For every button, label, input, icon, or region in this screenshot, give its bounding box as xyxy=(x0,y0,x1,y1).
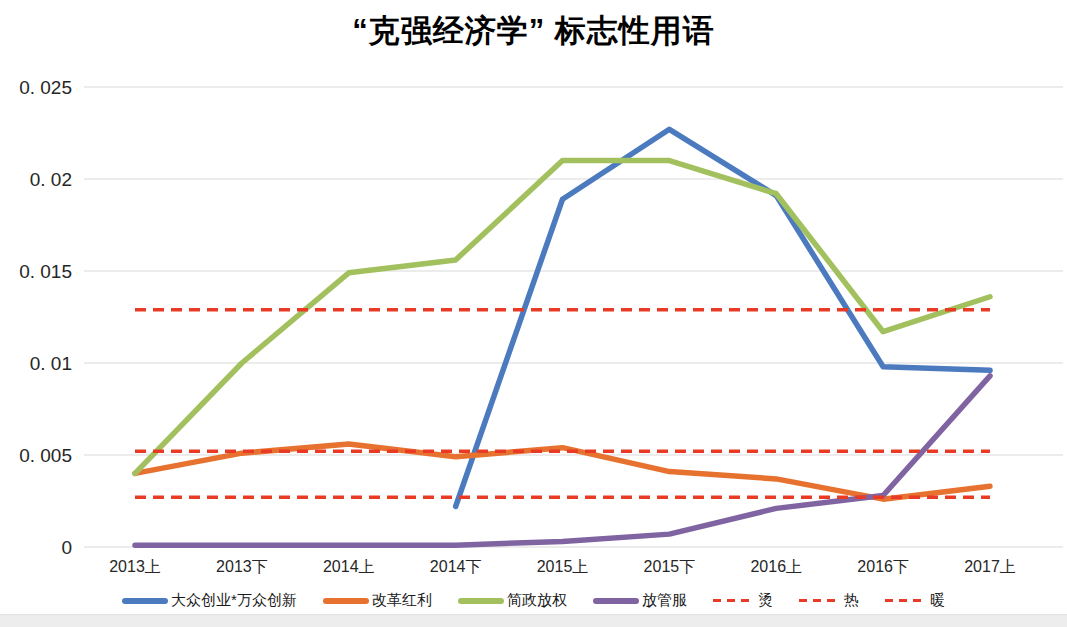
series-line xyxy=(135,376,990,545)
chart-legend: 大众创业*万众创新 改革红利 简政放权 放管服 烫 热 暖 xyxy=(0,591,1067,610)
y-tick-label: 0. 025 xyxy=(19,77,72,98)
legend-item: 改革红利 xyxy=(323,591,432,610)
x-axis-label: 2015上 xyxy=(537,558,589,575)
legend-label: 暖 xyxy=(930,591,945,610)
legend-label: 大众创业*万众创新 xyxy=(171,591,297,610)
legend-label: 改革红利 xyxy=(372,591,432,610)
legend-label: 放管服 xyxy=(642,591,687,610)
legend-line-swatch xyxy=(593,598,639,604)
x-axis-label: 2017上 xyxy=(964,558,1016,575)
x-axis-label: 2016下 xyxy=(857,558,909,575)
x-axis-label: 2013上 xyxy=(109,558,161,575)
legend-label: 热 xyxy=(844,591,859,610)
window-bottom-strip xyxy=(0,614,1067,627)
y-tick-label: 0. 01 xyxy=(30,353,72,374)
legend-label: 简政放权 xyxy=(507,591,567,610)
x-axis-label: 2014下 xyxy=(430,558,482,575)
x-axis-label: 2016上 xyxy=(750,558,802,575)
legend-dashed-line-swatch xyxy=(885,599,927,602)
legend-item: 放管服 xyxy=(593,591,687,610)
legend-line-swatch xyxy=(323,598,369,604)
legend-label: 烫 xyxy=(758,591,773,610)
y-tick-label: 0 xyxy=(61,537,72,558)
x-axis-label: 2013下 xyxy=(216,558,268,575)
y-tick-label: 0. 005 xyxy=(19,445,72,466)
x-axis-label: 2014上 xyxy=(323,558,375,575)
y-tick-label: 0. 015 xyxy=(19,261,72,282)
x-axis-label: 2015下 xyxy=(644,558,696,575)
legend-item: 烫 xyxy=(713,591,773,610)
legend-dashed-line-swatch xyxy=(713,599,755,602)
legend-item: 大众创业*万众创新 xyxy=(122,591,297,610)
legend-line-swatch xyxy=(122,598,168,604)
legend-line-swatch xyxy=(458,598,504,604)
legend-item: 热 xyxy=(799,591,859,610)
legend-item: 简政放权 xyxy=(458,591,567,610)
y-tick-label: 0. 02 xyxy=(30,169,72,190)
line-chart-canvas: 0. 025 0. 02 0. 015 0. 01 0. 005 0 2013上 2013下 2… xyxy=(0,0,1067,627)
legend-dashed-line-swatch xyxy=(799,599,841,602)
legend-item: 暖 xyxy=(885,591,945,610)
